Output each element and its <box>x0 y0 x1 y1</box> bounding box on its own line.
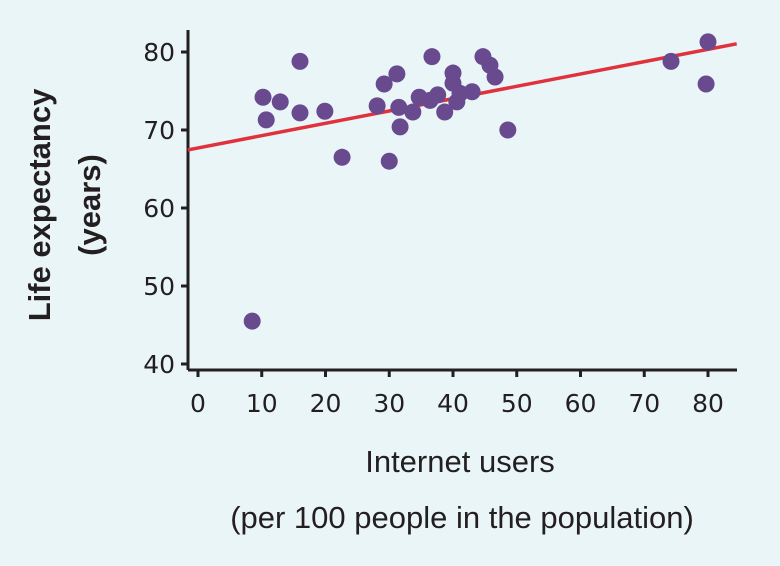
x-tick-label: 40 <box>437 389 469 418</box>
data-point <box>697 75 715 93</box>
x-tick-label: 70 <box>628 389 660 418</box>
data-point <box>254 88 272 106</box>
data-point <box>333 148 351 166</box>
data-point <box>699 33 717 51</box>
data-point <box>423 48 441 66</box>
data-point <box>390 98 408 116</box>
x-axis-title-sub: (per 100 people in the population) <box>230 500 694 535</box>
data-point <box>368 97 386 115</box>
data-point <box>662 52 680 70</box>
y-tick-label: 70 <box>143 116 175 145</box>
x-tick-label: 0 <box>190 389 206 418</box>
x-tick-label: 20 <box>310 389 342 418</box>
data-point <box>388 65 406 83</box>
y-tick-label: 50 <box>143 272 175 301</box>
data-point <box>271 93 289 111</box>
axes <box>181 30 737 377</box>
y-tick-label: 40 <box>143 350 175 379</box>
x-tick-label: 50 <box>501 389 533 418</box>
data-point <box>391 118 409 136</box>
tick-labels: 0 10 20 30 40 50 60 70 80 40 50 60 70 80 <box>143 38 724 418</box>
data-point <box>380 152 398 170</box>
data-point <box>291 104 309 122</box>
data-point <box>404 103 422 121</box>
data-point <box>463 83 481 101</box>
data-point <box>243 312 261 330</box>
y-tick-label: 80 <box>143 38 175 67</box>
y-axis-title: Life expectancy (years) <box>22 88 107 321</box>
x-tick-label: 80 <box>692 389 724 418</box>
y-axis-title-sub: (years) <box>72 154 107 256</box>
data-point <box>499 121 517 139</box>
x-tick-label: 60 <box>565 389 597 418</box>
data-point <box>257 111 275 129</box>
y-axis-title-main: Life expectancy <box>22 88 57 321</box>
data-point <box>429 86 447 104</box>
x-axis-title-main: Internet users <box>365 444 555 479</box>
data-point <box>375 75 393 93</box>
data-points <box>243 33 717 330</box>
data-point <box>486 68 504 86</box>
data-point <box>291 52 309 70</box>
data-point <box>436 103 454 121</box>
x-tick-label: 30 <box>373 389 405 418</box>
x-tick-label: 10 <box>246 389 278 418</box>
y-tick-label: 60 <box>143 194 175 223</box>
data-point <box>316 102 334 120</box>
